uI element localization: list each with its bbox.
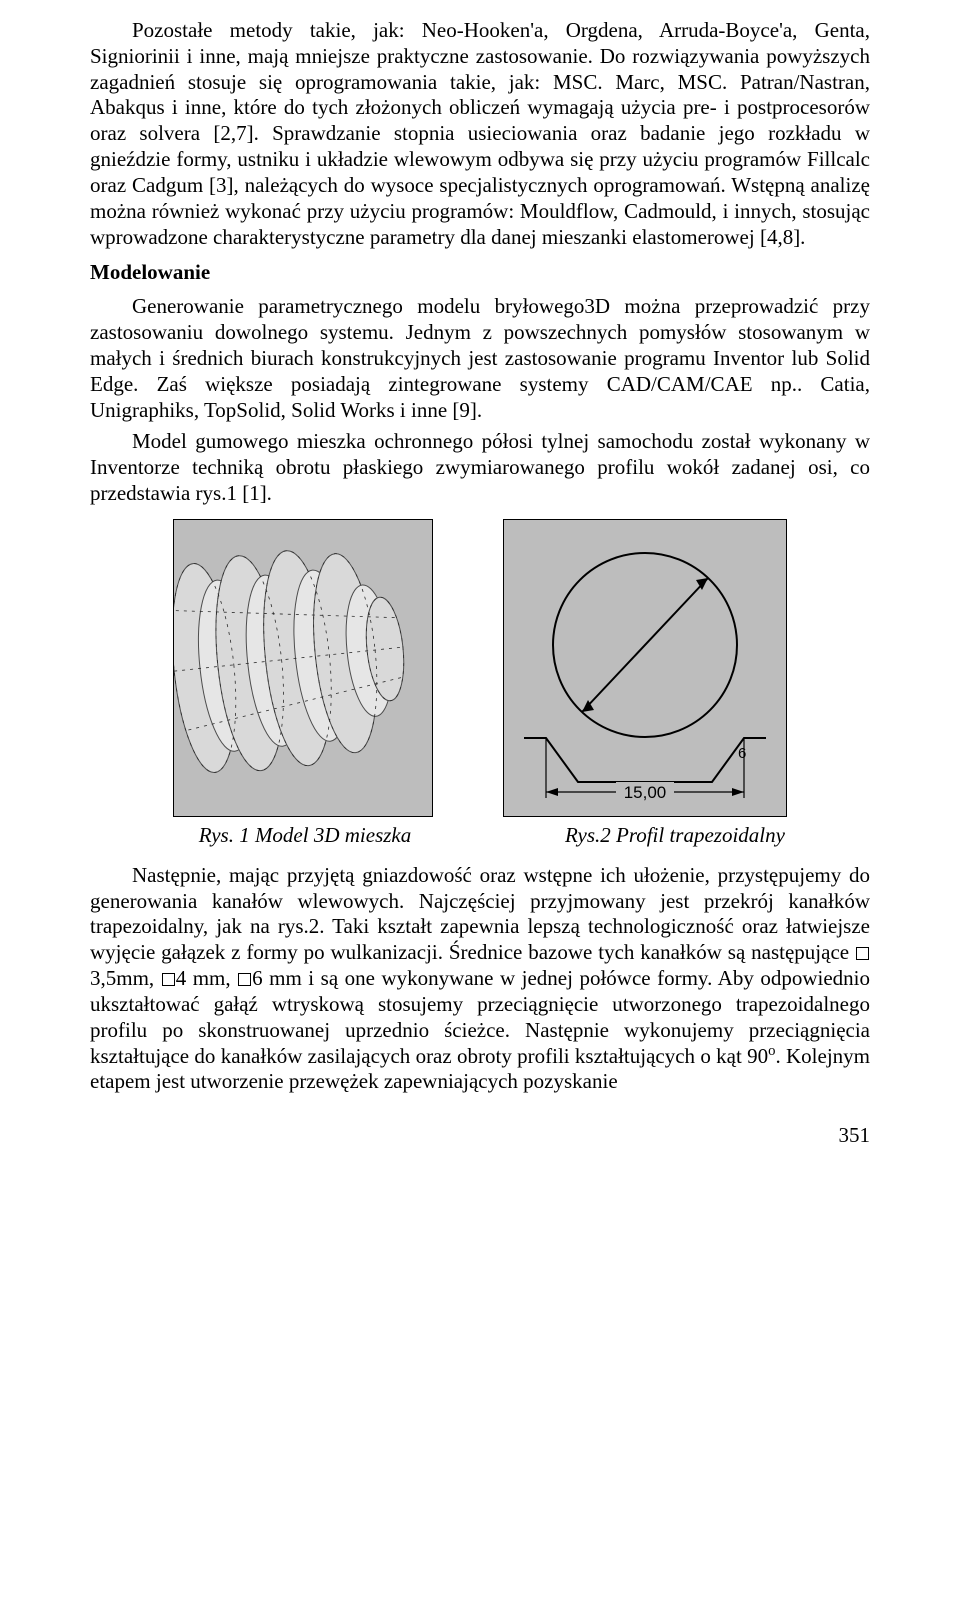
figure-captions: Rys. 1 Model 3D mieszka Rys.2 Profil tra…	[90, 823, 870, 849]
paragraph-1: Pozostałe metody takie, jak: Neo-Hooken'…	[90, 18, 870, 250]
p4-dim-2: 4 mm,	[176, 966, 237, 990]
paragraph-2: Generowanie parametrycznego modelu bryło…	[90, 294, 870, 423]
page: Pozostałe metody takie, jak: Neo-Hooken'…	[0, 0, 960, 1189]
square-glyph-2	[162, 973, 175, 986]
trapezoid-profile-icon: 15,00 6	[504, 520, 786, 816]
figure-1	[173, 519, 433, 817]
paragraph-4: Następnie, mając przyjętą gniazdowość or…	[90, 863, 870, 1095]
figure-row: 15,00 6	[90, 519, 870, 817]
paragraph-3: Model gumowego mieszka ochronnego półosi…	[90, 429, 870, 506]
bellows-model-icon	[174, 520, 432, 816]
dimension-marker: 6	[738, 745, 746, 762]
heading-modelowanie: Modelowanie	[90, 260, 870, 286]
figure-2: 15,00 6	[503, 519, 787, 817]
dimension-label: 15,00	[624, 783, 667, 802]
page-number: 351	[90, 1123, 870, 1149]
figure-2-box: 15,00 6	[503, 519, 787, 817]
caption-fig1: Rys. 1 Model 3D mieszka	[135, 823, 455, 849]
figure-1-box	[173, 519, 433, 817]
p4-part-a: Następnie, mając przyjętą gniazdowość or…	[90, 863, 870, 964]
square-glyph-3	[238, 973, 251, 986]
p4-dim-1: 3,5mm,	[90, 966, 161, 990]
caption-fig2: Rys.2 Profil trapezoidalny	[495, 823, 825, 849]
square-glyph-1	[856, 947, 869, 960]
